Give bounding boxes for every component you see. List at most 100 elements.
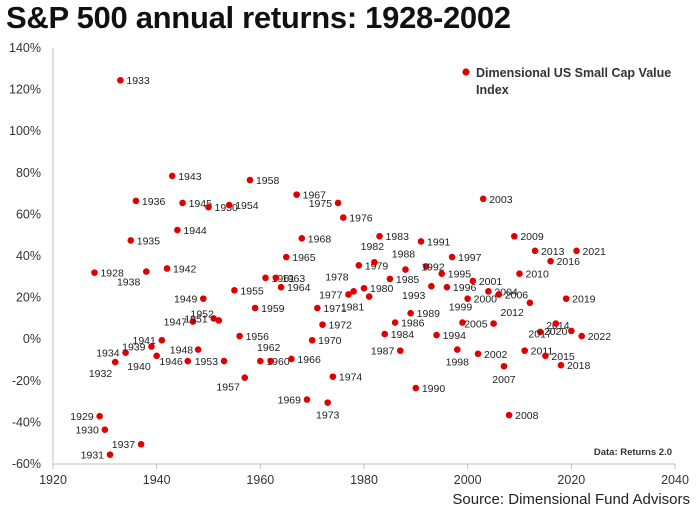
data-label: 1975 bbox=[309, 198, 333, 210]
data-point bbox=[303, 396, 311, 403]
data-point bbox=[288, 355, 295, 363]
data-point bbox=[329, 373, 337, 380]
data-label: 1947 bbox=[164, 317, 188, 329]
y-tick-label: 100% bbox=[9, 124, 41, 138]
data-point bbox=[350, 288, 357, 295]
y-tick-label: 0% bbox=[23, 332, 41, 346]
data-point bbox=[542, 352, 549, 360]
data-point bbox=[96, 412, 103, 420]
data-point bbox=[267, 357, 275, 365]
data-point bbox=[210, 315, 217, 322]
data-point bbox=[516, 270, 523, 277]
data-point bbox=[132, 197, 140, 205]
data-point bbox=[562, 295, 570, 302]
data-point bbox=[531, 247, 539, 255]
data-point bbox=[500, 362, 508, 370]
data-point bbox=[231, 287, 238, 294]
data-label: 1982 bbox=[361, 241, 385, 253]
data-label: 1929 bbox=[70, 411, 94, 423]
data-point bbox=[417, 238, 425, 245]
data-point bbox=[386, 275, 394, 283]
data-label: 1965 bbox=[292, 252, 316, 264]
data-point bbox=[153, 352, 160, 360]
data-point bbox=[277, 283, 285, 291]
data-point bbox=[215, 317, 223, 324]
data-label: 1981 bbox=[341, 302, 365, 314]
data-label: 1951 bbox=[184, 313, 208, 325]
data-point bbox=[485, 288, 492, 295]
data-point bbox=[168, 172, 176, 180]
data-point bbox=[298, 235, 306, 242]
legend-label: Dimensional US Small Cap Value bbox=[476, 66, 671, 80]
data-label: 1962 bbox=[257, 342, 281, 354]
data-label: 1968 bbox=[308, 233, 332, 245]
chart-title: S&P 500 annual returns: 1928-2002 bbox=[6, 0, 511, 35]
data-label: 1996 bbox=[453, 282, 477, 294]
data-label: 1948 bbox=[170, 345, 194, 357]
data-label: 1941 bbox=[132, 335, 156, 347]
data-label: 1930 bbox=[75, 425, 99, 437]
data-point bbox=[194, 346, 202, 353]
data-label: 2010 bbox=[526, 269, 550, 281]
legend-marker bbox=[462, 68, 470, 76]
data-point bbox=[454, 346, 461, 353]
data-point bbox=[407, 309, 414, 317]
data-point bbox=[257, 357, 264, 365]
data-point bbox=[479, 195, 487, 203]
data-point bbox=[402, 266, 409, 273]
data-point bbox=[428, 282, 435, 290]
data-label: 1993 bbox=[402, 290, 426, 302]
data-point bbox=[552, 320, 560, 327]
data-label: 2006 bbox=[505, 289, 529, 301]
data-label: 1979 bbox=[365, 260, 389, 272]
data-label: 2003 bbox=[489, 194, 513, 206]
x-tick-label: 1980 bbox=[350, 473, 378, 487]
data-label: 1934 bbox=[96, 348, 120, 360]
data-label: 1980 bbox=[370, 283, 394, 295]
data-label: 1956 bbox=[246, 331, 270, 343]
data-point bbox=[293, 191, 300, 198]
data-label: 1952 bbox=[191, 308, 215, 320]
data-label: 1964 bbox=[287, 282, 311, 294]
data-label: 1942 bbox=[173, 263, 197, 275]
y-tick-label: 20% bbox=[16, 291, 41, 305]
data-point bbox=[220, 357, 228, 365]
data-point bbox=[438, 270, 446, 277]
data-point bbox=[127, 237, 135, 244]
data-point bbox=[308, 336, 316, 344]
data-point bbox=[137, 440, 145, 448]
data-point bbox=[526, 299, 534, 307]
data-point bbox=[521, 347, 528, 354]
data-point bbox=[148, 343, 155, 350]
data-label: 2005 bbox=[464, 319, 488, 331]
data-point bbox=[469, 277, 477, 285]
data-label: 2012 bbox=[501, 307, 525, 319]
data-label: 1943 bbox=[178, 171, 202, 183]
data-point bbox=[319, 321, 326, 328]
data-point bbox=[324, 399, 332, 406]
data-label: 1991 bbox=[427, 236, 451, 248]
y-tick-label: 40% bbox=[16, 249, 41, 263]
data-point bbox=[412, 384, 420, 392]
data-label: 2000 bbox=[474, 294, 498, 306]
data-label: 2020 bbox=[544, 326, 568, 338]
data-point bbox=[282, 253, 290, 261]
data-label: 1997 bbox=[458, 252, 482, 264]
data-label: 1946 bbox=[159, 356, 183, 368]
data-label: 2021 bbox=[583, 246, 607, 258]
data-point bbox=[189, 318, 197, 325]
data-label: 1987 bbox=[371, 346, 395, 358]
data-label: 1932 bbox=[89, 368, 113, 380]
data-point bbox=[339, 214, 347, 221]
data-point bbox=[396, 347, 404, 354]
data-label: 1990 bbox=[422, 383, 446, 395]
data-point bbox=[158, 336, 166, 344]
x-tick-label: 1920 bbox=[39, 473, 67, 487]
data-label: 1976 bbox=[349, 213, 373, 225]
data-point bbox=[443, 283, 451, 291]
data-label: 2008 bbox=[515, 410, 539, 422]
data-label: 1974 bbox=[339, 372, 363, 384]
data-label: 1955 bbox=[240, 285, 264, 297]
data-label: 2015 bbox=[551, 351, 575, 363]
